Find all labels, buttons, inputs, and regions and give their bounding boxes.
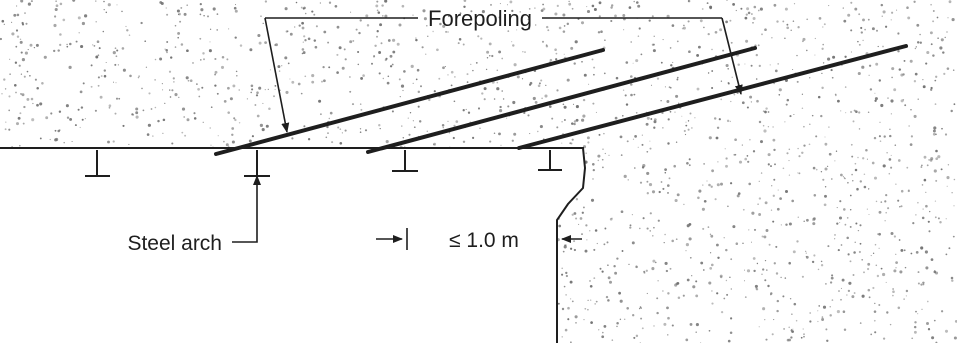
steel-arch-label: Steel arch (127, 232, 222, 255)
steel-arch-3 (392, 150, 418, 172)
steel-arch-callout: Steel arch (127, 175, 261, 255)
forepole-bar-3 (517, 44, 908, 150)
forepole-bar-2 (366, 46, 757, 154)
forepoling-label: Forepoling (428, 6, 532, 31)
excavation-boundary (0, 147, 587, 343)
forepole-bar-1 (214, 48, 605, 156)
steel-arch-1 (85, 150, 110, 177)
steel-arch-2 (244, 150, 270, 177)
spacing-label: ≤ 1.0 m (449, 229, 519, 252)
steel-arch-4 (538, 150, 562, 171)
forepoling-callout: Forepoling (264, 6, 743, 133)
spacing-dimension: ≤ 1.0 m (376, 228, 582, 252)
